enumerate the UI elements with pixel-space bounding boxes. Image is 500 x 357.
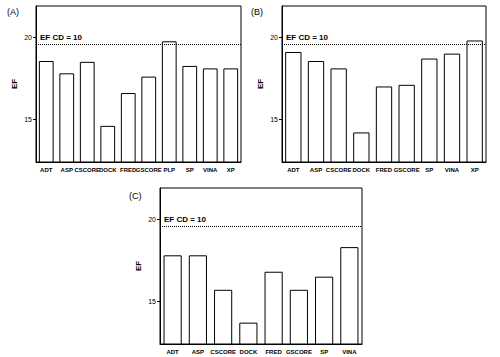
svg-text:DOCK: DOCK (352, 167, 370, 173)
svg-text:20: 20 (270, 34, 278, 41)
svg-text:VINA: VINA (203, 167, 218, 173)
svg-text:CSCORE: CSCORE (210, 349, 236, 355)
svg-text:EF: EF (134, 261, 143, 271)
svg-text:EF: EF (256, 79, 265, 89)
svg-text:20: 20 (148, 216, 156, 223)
svg-text:VINA: VINA (445, 167, 460, 173)
svg-text:VINA: VINA (342, 349, 357, 355)
svg-text:DOCK: DOCK (240, 349, 258, 355)
svg-text:ADT: ADT (40, 167, 53, 173)
svg-text:(A): (A) (7, 7, 19, 17)
svg-text:20: 20 (24, 34, 32, 41)
svg-text:15: 15 (270, 116, 278, 123)
svg-text:SP: SP (425, 167, 433, 173)
svg-text:ASP: ASP (61, 167, 73, 173)
svg-text:SP: SP (320, 349, 328, 355)
svg-text:CSCORE: CSCORE (74, 167, 100, 173)
svg-text:FRED: FRED (265, 349, 282, 355)
svg-text:EF: EF (10, 79, 19, 89)
svg-text:ASP: ASP (310, 167, 322, 173)
svg-text:EF CD = 10: EF CD = 10 (164, 215, 207, 224)
svg-text:DOCK: DOCK (99, 167, 117, 173)
svg-text:FRED: FRED (120, 167, 137, 173)
svg-text:PLP: PLP (163, 167, 175, 173)
svg-text:CSCORE: CSCORE (326, 167, 352, 173)
svg-text:15: 15 (24, 116, 32, 123)
svg-text:XP: XP (471, 167, 479, 173)
svg-text:GSCORE: GSCORE (136, 167, 162, 173)
svg-text:XP: XP (227, 167, 235, 173)
svg-text:SP: SP (186, 167, 194, 173)
svg-text:ASP: ASP (192, 349, 204, 355)
svg-text:GSCORE: GSCORE (286, 349, 312, 355)
svg-text:(C): (C) (129, 191, 142, 201)
svg-text:ADT: ADT (166, 349, 179, 355)
svg-text:15: 15 (148, 298, 156, 305)
svg-text:GSCORE: GSCORE (394, 167, 420, 173)
svg-text:(B): (B) (251, 7, 263, 17)
svg-text:EF CD = 10: EF CD = 10 (40, 33, 83, 42)
svg-text:EF CD = 10: EF CD = 10 (286, 33, 329, 42)
svg-text:FRED: FRED (376, 167, 393, 173)
svg-text:ADT: ADT (287, 167, 300, 173)
